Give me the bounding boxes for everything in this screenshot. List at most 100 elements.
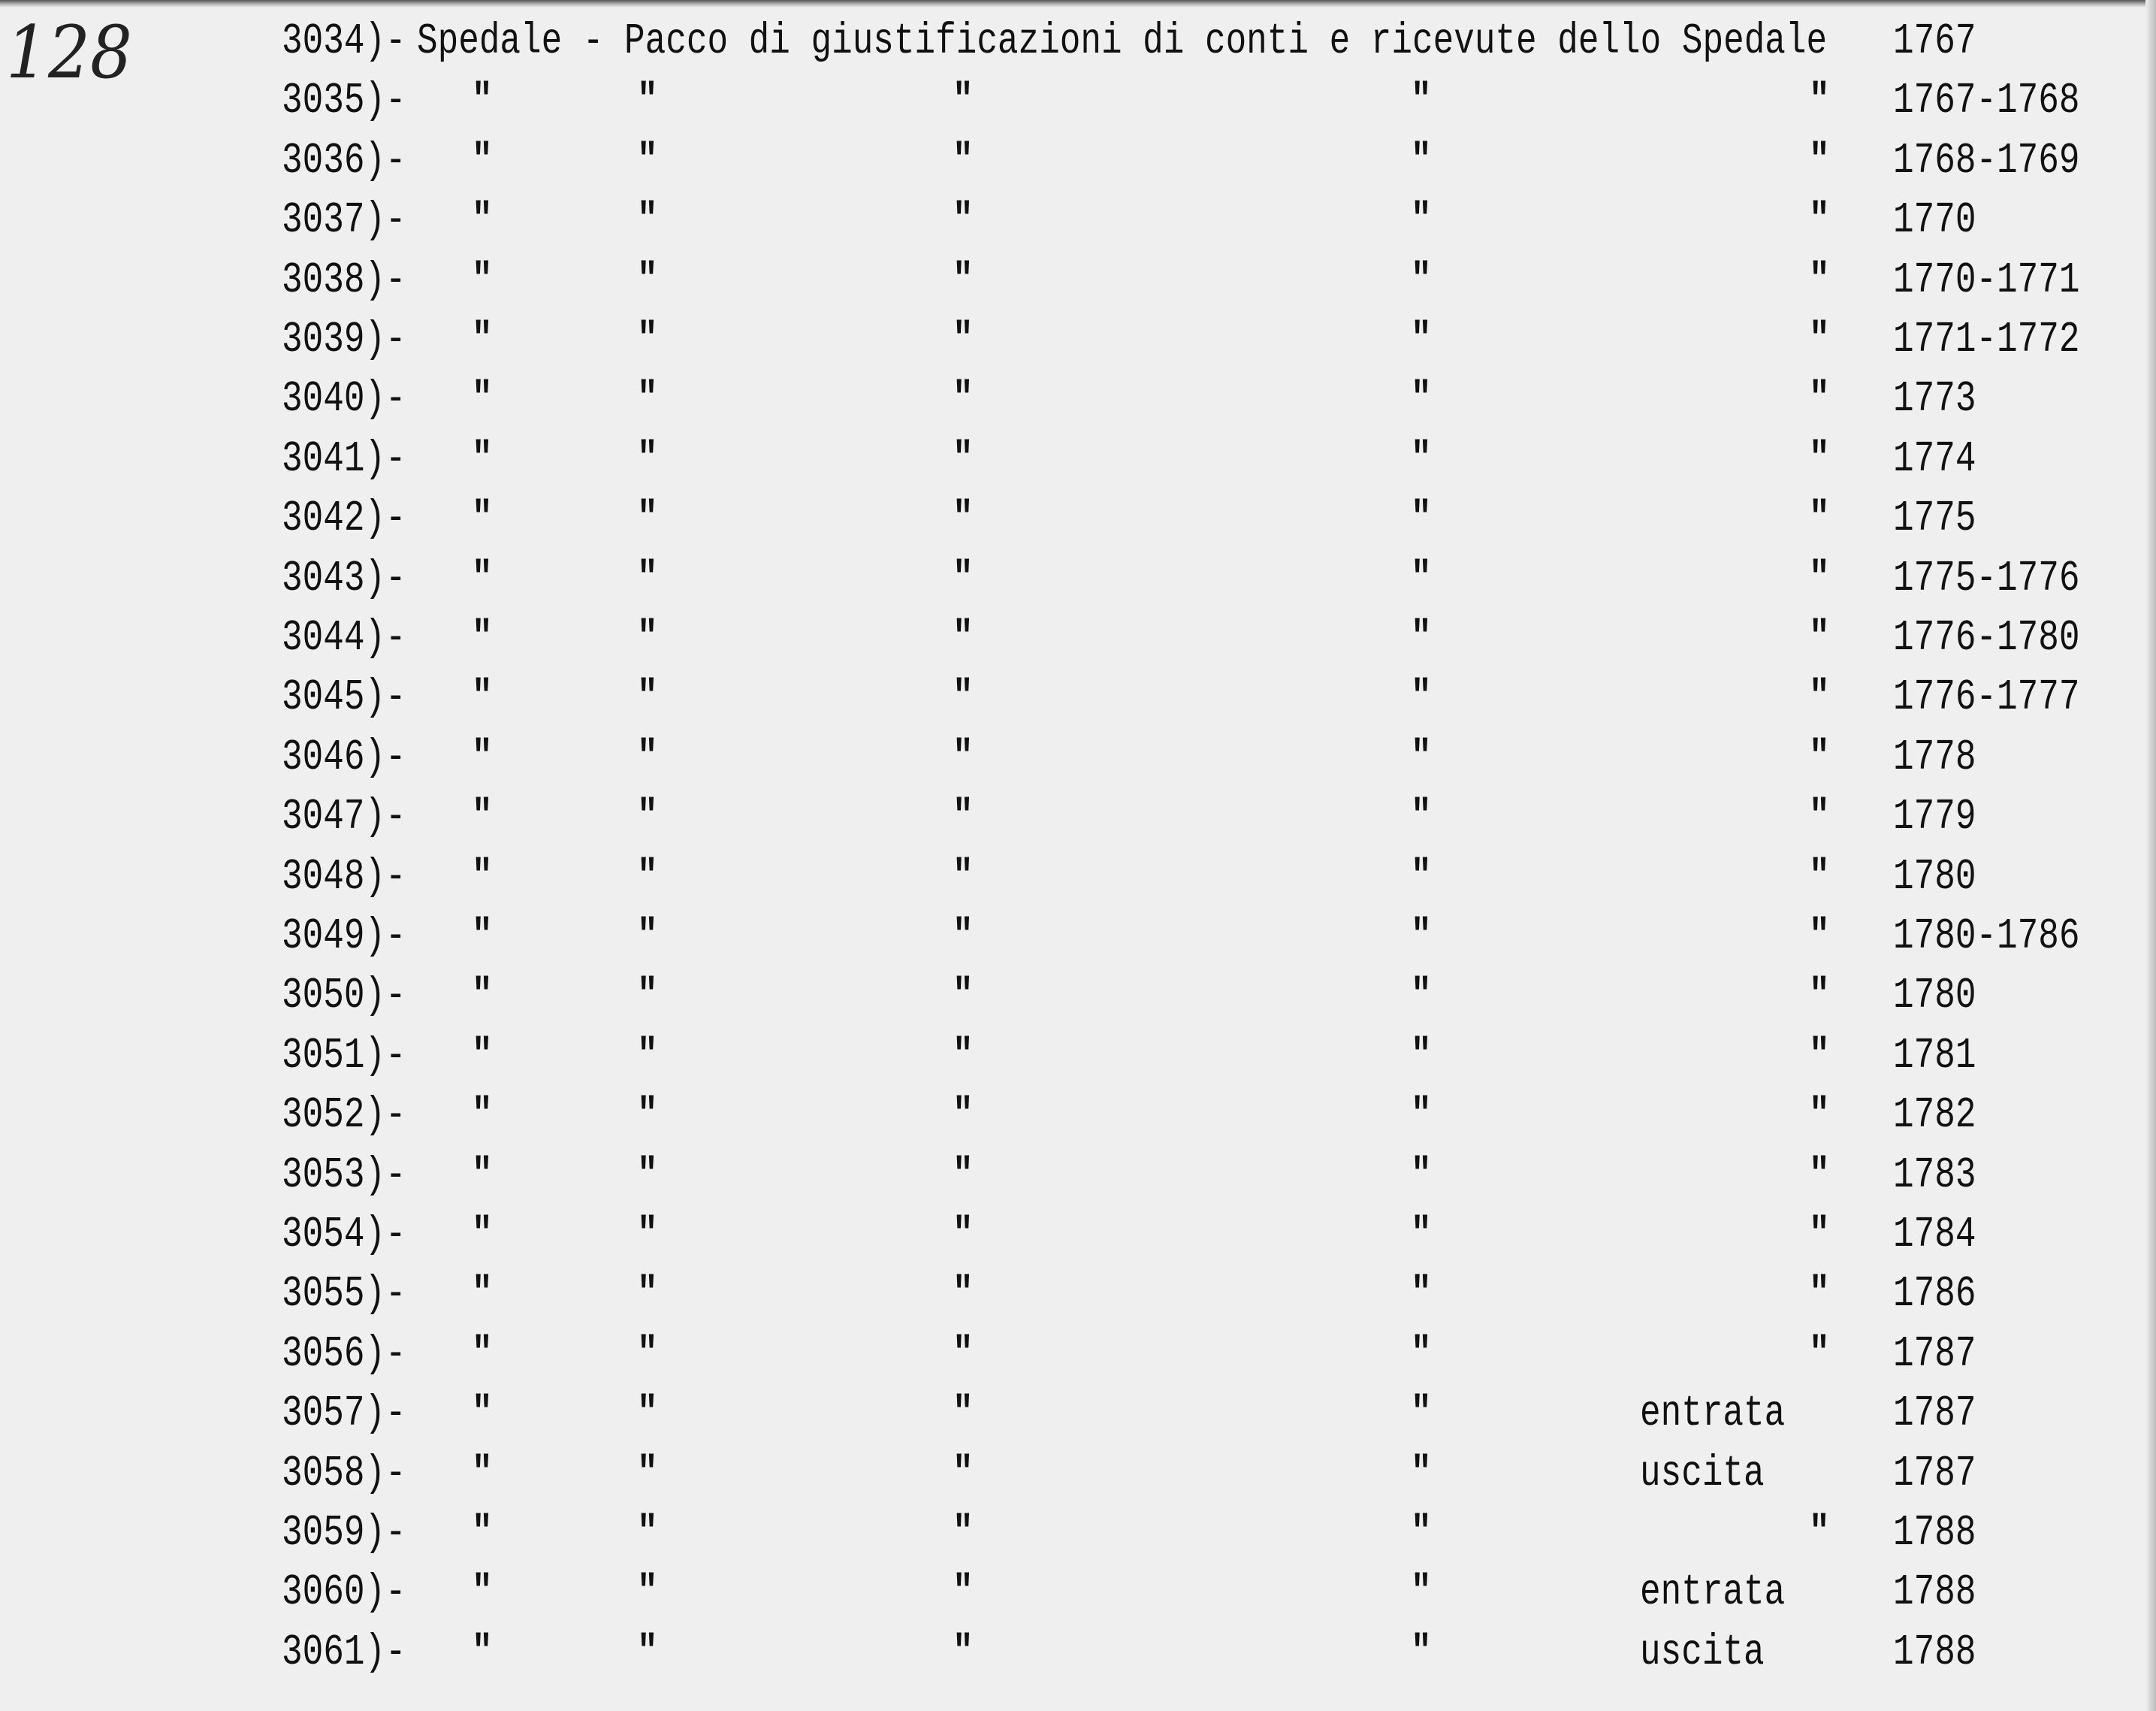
item-number: 3047)- [282, 792, 406, 842]
item-number: 3058)- [282, 1449, 406, 1498]
item-number: 3039)- [282, 315, 406, 364]
ditto-mark: " [472, 255, 493, 305]
ditto-mark: " [472, 1210, 493, 1259]
ditto-mark: " [953, 494, 974, 543]
ditto-mark: " [953, 971, 974, 1020]
item-years: 1788 [1893, 1508, 1976, 1558]
ditto-mark: " [1411, 195, 1432, 245]
ditto-mark: " [953, 1090, 974, 1140]
item-years: 1776-1780 [1893, 613, 2080, 663]
ditto-mark: " [637, 76, 658, 125]
ditto-mark: " [637, 792, 658, 842]
list-item: 3037)- " " " " " 1770 [0, 190, 2156, 250]
list-item: 3059)- " " " " " 1788 [0, 1503, 2156, 1563]
item-number: 3046)- [282, 733, 406, 782]
ditto-mark: " [472, 1269, 493, 1319]
ditto-mark: " [637, 1210, 658, 1259]
ditto-mark: " [953, 76, 974, 125]
ditto-mark: " [1809, 1090, 1830, 1140]
ditto-mark: " [1411, 494, 1432, 543]
item-years: 1780-1786 [1893, 911, 2080, 961]
list-item: 3039)- " " " " " 1771-1772 [0, 310, 2156, 370]
ditto-mark: " [953, 613, 974, 663]
list-item: 3058)- " " " " uscita 1787 [0, 1443, 2156, 1504]
ditto-mark: " [1411, 1567, 1432, 1617]
ditto-mark: " [953, 195, 974, 245]
ditto-mark: " [1411, 1090, 1432, 1140]
ditto-mark: " [1809, 1150, 1830, 1200]
ditto-mark: " [953, 434, 974, 484]
list-item: 3042)- " " " " " 1775 [0, 488, 2156, 549]
item-number: 3038)- [282, 255, 406, 305]
list-item: 3035)- " " " " " 1767-1768 [0, 71, 2156, 131]
item-note: uscita [1640, 1628, 1765, 1677]
list-item: 3055)- " " " " " 1786 [0, 1264, 2156, 1324]
ditto-mark: " [953, 1269, 974, 1319]
ditto-mark: " [953, 733, 974, 782]
ditto-mark: " [637, 195, 658, 245]
item-number: 3059)- [282, 1508, 406, 1558]
ditto-mark: " [637, 1389, 658, 1438]
ditto-mark: " [637, 1449, 658, 1498]
ditto-mark: " [1411, 911, 1432, 961]
item-years: 1767 [1893, 17, 1976, 66]
list-item: 3061)- " " " " uscita 1788 [0, 1622, 2156, 1682]
list-item: 3054)- " " " " " 1784 [0, 1205, 2156, 1265]
item-title: Spedale - Pacco di giustificazioni di co… [417, 17, 1828, 66]
item-years: 1775 [1893, 494, 1976, 543]
ditto-mark: " [637, 1508, 658, 1558]
ditto-mark: " [1411, 1150, 1432, 1200]
ditto-mark: " [953, 1449, 974, 1498]
item-years: 1787 [1893, 1329, 1976, 1379]
list-item: 3056)- " " " " " 1787 [0, 1324, 2156, 1384]
ditto-mark: " [1809, 852, 1830, 902]
ditto-mark: " [1809, 673, 1830, 722]
ditto-mark: " [637, 315, 658, 364]
ditto-mark: " [1809, 911, 1830, 961]
ditto-mark: " [1411, 1389, 1432, 1438]
ditto-mark: " [472, 852, 493, 902]
ditto-mark: " [1411, 852, 1432, 902]
item-years: 1775-1776 [1893, 554, 2080, 603]
item-number: 3054)- [282, 1210, 406, 1259]
item-years: 1771-1772 [1893, 315, 2080, 364]
ditto-mark: " [472, 733, 493, 782]
item-years: 1786 [1893, 1269, 1976, 1319]
ditto-mark: " [637, 1090, 658, 1140]
item-number: 3037)- [282, 195, 406, 245]
ditto-mark: " [472, 554, 493, 603]
ditto-mark: " [953, 315, 974, 364]
ditto-mark: " [472, 1090, 493, 1140]
item-note: entrata [1640, 1389, 1786, 1438]
ditto-mark: " [637, 374, 658, 424]
item-years: 1788 [1893, 1628, 1976, 1677]
item-number: 3051)- [282, 1031, 406, 1081]
ditto-mark: " [472, 613, 493, 663]
ditto-mark: " [1809, 434, 1830, 484]
list-item: 3044)- " " " " " 1776-1780 [0, 608, 2156, 668]
ditto-mark: " [472, 792, 493, 842]
item-number: 3053)- [282, 1150, 406, 1200]
ditto-mark: " [953, 1210, 974, 1259]
ditto-mark: " [472, 1567, 493, 1617]
item-years: 1778 [1893, 733, 1976, 782]
list-item: 3052)- " " " " " 1782 [0, 1085, 2156, 1145]
ditto-mark: " [953, 255, 974, 305]
handwritten-page-number: 128 [6, 9, 132, 95]
ditto-mark: " [1411, 374, 1432, 424]
ditto-mark: " [1411, 136, 1432, 186]
item-number: 3060)- [282, 1567, 406, 1617]
list-item: 3045)- " " " " " 1776-1777 [0, 667, 2156, 727]
list-item: 3057)- " " " " entrata 1787 [0, 1383, 2156, 1443]
list-item: 3051)- " " " " " 1781 [0, 1026, 2156, 1086]
list-item: 3049)- " " " " " 1780-1786 [0, 906, 2156, 966]
ditto-mark: " [1411, 1210, 1432, 1259]
item-years: 1781 [1893, 1031, 1976, 1081]
item-years: 1788 [1893, 1567, 1976, 1617]
list-item: 3034)- Spedale - Pacco di giustificazioni… [0, 11, 2156, 71]
item-years: 1767-1768 [1893, 76, 2080, 125]
list-item: 3038)- " " " " " 1770-1771 [0, 250, 2156, 310]
ditto-mark: " [953, 554, 974, 603]
ditto-mark: " [637, 494, 658, 543]
ditto-mark: " [1411, 1628, 1432, 1677]
